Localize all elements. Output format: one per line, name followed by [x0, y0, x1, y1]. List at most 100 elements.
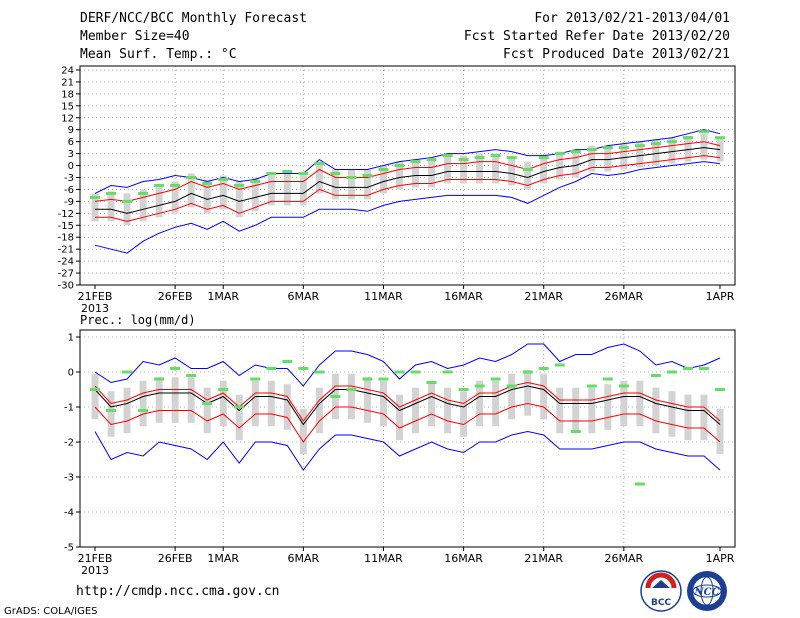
x-tick-label: 1APR [706, 552, 735, 565]
plot-frame [79, 329, 736, 548]
series-mean-line [94, 385, 721, 426]
ensemble-box [267, 380, 275, 427]
ensemble-box [203, 387, 211, 434]
ensemble-box [299, 173, 307, 206]
observed-marker [298, 367, 309, 370]
forecast-period: For 2013/02/21-2013/04/01 [534, 11, 730, 26]
observed-marker [715, 136, 725, 140]
ensemble-box [572, 149, 580, 178]
series-min-line [94, 430, 721, 471]
x-tick-label: 21FEB [78, 552, 113, 565]
y-tick-label: 15 [61, 101, 74, 112]
ensemble-box [588, 387, 596, 434]
ensemble-box [588, 145, 596, 172]
ensemble-box [716, 137, 724, 162]
y-tick-label: 21 [61, 77, 74, 88]
ensemble-box [347, 373, 355, 420]
x-tick-label: 26MAR [605, 290, 644, 303]
ensemble-box [716, 408, 724, 455]
y-tick-label: 1 [68, 333, 74, 344]
ensemble-box [604, 145, 612, 172]
observed-marker [698, 130, 709, 134]
observed-marker [506, 384, 517, 388]
ensemble-box [652, 139, 660, 166]
ensemble-box [620, 380, 628, 427]
observed-marker [586, 384, 597, 388]
ensemble-box [235, 394, 243, 441]
observed-marker [394, 370, 405, 374]
ncc-logo: NCC [687, 571, 727, 611]
ensemble-box [476, 380, 484, 427]
observed-marker [266, 367, 277, 370]
ensemble-box [540, 155, 548, 184]
series-max-line [94, 343, 721, 387]
y-tick-label: -30 [58, 281, 74, 292]
variable-label: Mean Surf. Temp.: °C [80, 47, 237, 62]
observed-marker [202, 402, 213, 405]
observed-marker [650, 142, 661, 146]
observed-marker [346, 175, 357, 179]
observed-marker [490, 154, 501, 158]
y-tick-label: -4 [64, 508, 74, 519]
observed-marker [298, 172, 309, 176]
forecast-started: Fcst Started Refer Date 2013/02/20 [463, 29, 730, 44]
ensemble-box [379, 380, 387, 427]
observed-marker [314, 162, 325, 166]
ensemble-box [283, 173, 291, 206]
ensemble-box [203, 179, 211, 214]
chart-title: DERF/NCC/BCC Monthly Forecast [80, 11, 307, 26]
panel-0: 24211815129630-3-6-9-12-15-18-21-24-27-3… [58, 65, 736, 315]
footer-url[interactable]: http://cmdp.ncc.cma.gov.cn [76, 584, 280, 599]
x-tick-label: 16MAR [444, 290, 483, 303]
ensemble-box [412, 387, 420, 434]
ncc-logo-text: NCC [693, 587, 719, 598]
series-spread_lo-line [95, 155, 721, 222]
observed-marker [410, 370, 421, 374]
observed-marker [170, 183, 181, 187]
series-max-line [94, 129, 721, 194]
y-tick-label: 24 [61, 65, 74, 76]
x-year-label: 2013 [81, 302, 109, 315]
ensemble-box [508, 373, 516, 420]
observed-marker [586, 148, 597, 152]
observed-marker [234, 183, 245, 187]
y-tick-label: -21 [58, 245, 74, 256]
ensemble-box [604, 384, 612, 430]
observed-marker [234, 405, 245, 409]
observed-marker [90, 195, 100, 199]
ensemble-box [508, 157, 516, 186]
x-tick-label: 21FEB [78, 290, 113, 303]
ensemble-box [251, 380, 259, 427]
ensemble-box [668, 391, 676, 437]
ensemble-box [395, 394, 403, 441]
ensemble-box [251, 177, 259, 212]
x-tick-label: 26FEB [158, 552, 193, 565]
observed-marker [154, 183, 165, 187]
observed-marker [698, 367, 709, 370]
plot-frame [79, 65, 736, 286]
observed-marker [154, 377, 165, 381]
x-tick-label: 16MAR [444, 552, 483, 565]
observed-marker [618, 146, 629, 150]
ensemble-box [636, 380, 644, 427]
observed-marker [522, 168, 533, 172]
ensemble-box [187, 173, 195, 208]
observed-marker [378, 168, 389, 172]
observed-marker [682, 136, 693, 140]
ensemble-box [299, 408, 307, 455]
ensemble-box [379, 165, 387, 194]
y-tick-label: -5 [64, 543, 74, 554]
observed-marker [122, 199, 133, 203]
observed-marker [170, 367, 181, 370]
observed-marker [266, 172, 277, 176]
y-tick-label: 12 [61, 113, 74, 124]
ensemble-box [412, 159, 420, 188]
observed-marker [90, 388, 100, 391]
observed-marker [362, 174, 373, 177]
ensemble-box [107, 391, 115, 437]
observed-marker [458, 388, 469, 391]
observed-marker [330, 395, 341, 398]
y-tick-label: 6 [68, 137, 74, 148]
ensemble-box [187, 377, 195, 423]
y-tick-label: -2 [64, 438, 74, 449]
